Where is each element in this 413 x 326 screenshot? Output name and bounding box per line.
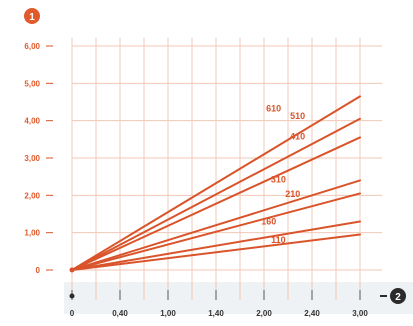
- series-lines: [69, 95, 361, 273]
- grid-horizontal: [72, 45, 382, 271]
- y-tick-label: 0: [36, 266, 41, 275]
- x-axis-badge: 2: [390, 288, 406, 304]
- x-tick-label: 2,40: [304, 309, 320, 318]
- x-tick-label: 1,00: [160, 309, 176, 318]
- series-label-110: 110: [271, 235, 286, 245]
- series-line-210: [71, 192, 361, 271]
- y-axis-badge-text: 1: [29, 12, 35, 23]
- series-line-610: [71, 95, 361, 271]
- series-line-160: [71, 220, 361, 271]
- y-tick-label: 3,00: [24, 154, 40, 163]
- series-label-610: 610: [266, 103, 281, 113]
- series-label-510: 510: [290, 111, 305, 121]
- y-axis-badge: 1: [24, 8, 40, 24]
- series-label-310: 310: [271, 174, 286, 184]
- series-label-210: 210: [285, 189, 300, 199]
- y-tick-label: 5,00: [24, 79, 40, 88]
- x-axis-ticks: 0 0,40 1,00 1,40 2,00 2,40 3,00: [69, 290, 387, 318]
- y-tick-label: 6,00: [24, 42, 40, 51]
- series-line-410: [71, 136, 361, 271]
- x-tick-label: 0: [70, 309, 75, 318]
- x-tick-label: 3,00: [352, 309, 368, 318]
- y-tick-label: 4,00: [24, 117, 40, 126]
- series-line-110: [71, 233, 361, 271]
- x-axis-badge-text: 2: [395, 292, 401, 303]
- x-tick-label: 0,40: [112, 309, 128, 318]
- x-axis-origin-dot: [69, 293, 75, 299]
- series-labels: 610 510 410 310 210 160 110: [261, 103, 305, 245]
- x-tick-label: 2,00: [256, 309, 272, 318]
- y-axis-ticks: 0 1,00 2,00 3,00 4,00 5,00 6,00: [24, 42, 53, 275]
- series-label-410: 410: [290, 131, 305, 141]
- x-tick-label: 1,40: [208, 309, 224, 318]
- series-label-160: 160: [261, 216, 276, 226]
- grid-vertical: [71, 38, 361, 300]
- y-tick-label: 1,00: [24, 229, 40, 238]
- y-tick-label: 2,00: [24, 191, 40, 200]
- series-line-510: [71, 117, 361, 271]
- x-axis-band: [64, 282, 413, 314]
- series-line-310: [71, 179, 361, 271]
